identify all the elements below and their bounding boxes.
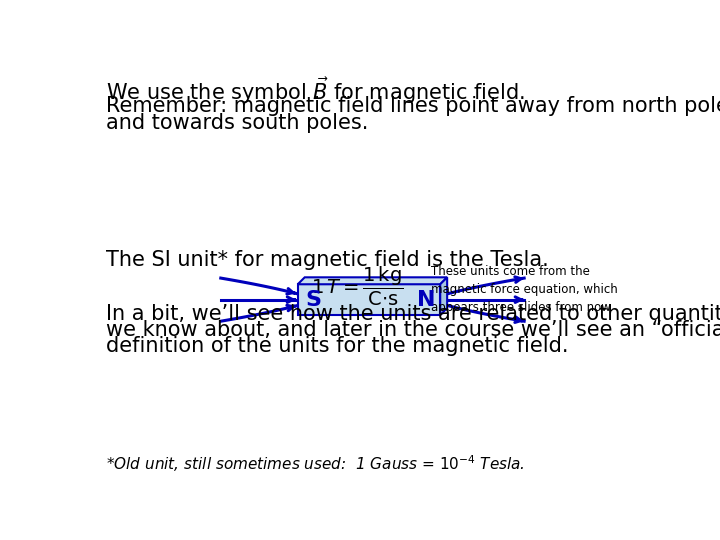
Text: The SI unit* for magnetic field is the Tesla.: The SI unit* for magnetic field is the T…	[106, 249, 549, 269]
FancyBboxPatch shape	[298, 284, 440, 315]
Text: and towards south poles.: and towards south poles.	[106, 112, 368, 132]
Text: we know about, and later in the course we’ll see an “official”: we know about, and later in the course w…	[106, 320, 720, 340]
Text: These units come from the
magnetic force equation, which
appears three slides fr: These units come from the magnetic force…	[431, 265, 617, 314]
Polygon shape	[440, 278, 447, 315]
Text: definition of the units for the magnetic field.: definition of the units for the magnetic…	[106, 336, 568, 356]
Text: S: S	[305, 289, 321, 309]
Text: Remember: magnetic field lines point away from north poles,: Remember: magnetic field lines point awa…	[106, 96, 720, 116]
Text: In a bit, we’ll see how the units are related to other quantities: In a bit, we’ll see how the units are re…	[106, 303, 720, 323]
Text: *Old unit, still sometimes used:  1 Gauss = $10^{-4}$ Tesla.: *Old unit, still sometimes used: 1 Gauss…	[106, 454, 524, 474]
Text: N: N	[417, 289, 436, 309]
Text: We use the symbol $\vec{B}$ for magnetic field.: We use the symbol $\vec{B}$ for magnetic…	[106, 75, 525, 106]
Polygon shape	[298, 278, 447, 284]
Text: $1\,T = \dfrac{1\,\mathrm{kg}}{\mathrm{C{\cdot}s}}$: $1\,T = \dfrac{1\,\mathrm{kg}}{\mathrm{C…	[311, 265, 404, 308]
